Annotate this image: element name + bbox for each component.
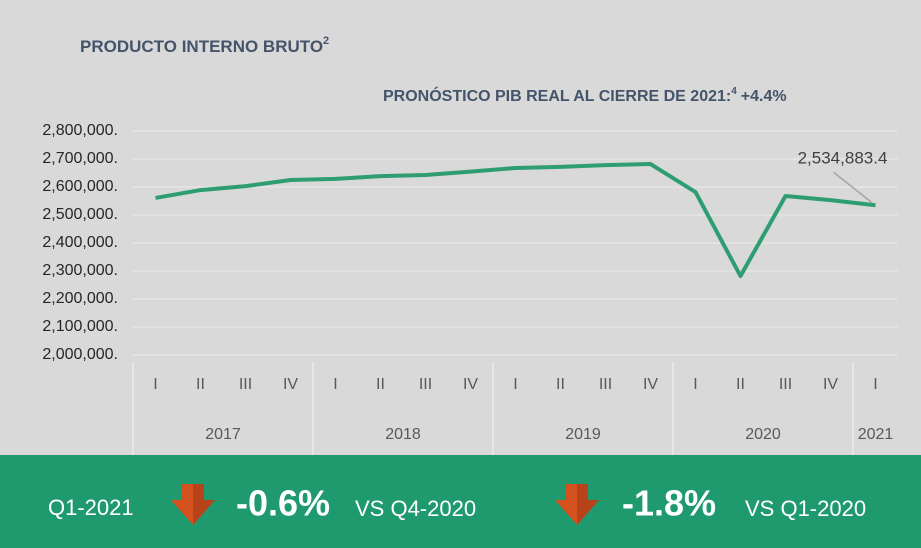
x-tick-label: I <box>873 376 877 393</box>
x-group-label: 2019 <box>565 426 601 443</box>
y-tick-label: 2,000,000. <box>42 346 118 363</box>
x-tick-label: II <box>376 376 385 393</box>
down-arrow <box>171 484 215 525</box>
x-group-label: 2018 <box>385 426 421 443</box>
chart-title: PRODUCTO INTERNO BRUTO2 <box>80 35 329 57</box>
title-text: PRODUCTO INTERNO BRUTO <box>80 37 323 56</box>
banner-change: -0.6% <box>236 483 330 524</box>
x-tick-label: IV <box>283 376 298 393</box>
x-group-label: 2021 <box>858 426 894 443</box>
x-tick-label: IV <box>643 376 658 393</box>
x-group-label: 2020 <box>745 426 781 443</box>
subtitle-text: PRONÓSTICO PIB REAL AL CIERRE DE 2021: <box>383 86 731 105</box>
series-line <box>155 162 876 279</box>
subtitle-value: +4.4% <box>741 88 787 105</box>
y-tick-label: 2,400,000. <box>42 234 118 251</box>
subtitle-note: 4 <box>731 86 737 97</box>
y-tick-label: 2,500,000. <box>42 206 118 223</box>
data-label: 2,534,883.4 <box>798 149 888 168</box>
banner-compare: VS Q1-2020 <box>745 496 866 521</box>
x-tick-label: I <box>153 376 157 393</box>
x-tick-label: I <box>333 376 337 393</box>
banner-period: Q1-2021 <box>48 495 134 520</box>
banner <box>0 455 921 548</box>
y-tick-label: 2,700,000. <box>42 150 118 167</box>
x-tick-label: IV <box>823 376 838 393</box>
x-tick-label: III <box>419 376 432 393</box>
x-tick-label: IV <box>463 376 478 393</box>
x-tick-label: III <box>599 376 612 393</box>
y-tick-label: 2,800,000. <box>42 122 118 139</box>
x-tick-label: II <box>556 376 565 393</box>
x-tick-label: III <box>779 376 792 393</box>
x-tick-label: II <box>196 376 205 393</box>
title-note: 2 <box>323 35 329 47</box>
chart-subtitle: PRONÓSTICO PIB REAL AL CIERRE DE 2021:4 +… <box>383 86 787 106</box>
x-tick-label: II <box>736 376 745 393</box>
leader-line <box>833 171 872 203</box>
y-tick-label: 2,600,000. <box>42 178 118 195</box>
y-tick-label: 2,300,000. <box>42 262 118 279</box>
banner-change: -1.8% <box>622 483 716 524</box>
x-tick-label: I <box>513 376 517 393</box>
down-arrow <box>555 484 599 525</box>
banner-compare: VS Q4-2020 <box>355 496 476 521</box>
x-tick-label: III <box>239 376 252 393</box>
y-tick-label: 2,100,000. <box>42 318 118 335</box>
y-tick-label: 2,200,000. <box>42 290 118 307</box>
x-tick-label: I <box>693 376 697 393</box>
x-group-label: 2017 <box>205 426 241 443</box>
